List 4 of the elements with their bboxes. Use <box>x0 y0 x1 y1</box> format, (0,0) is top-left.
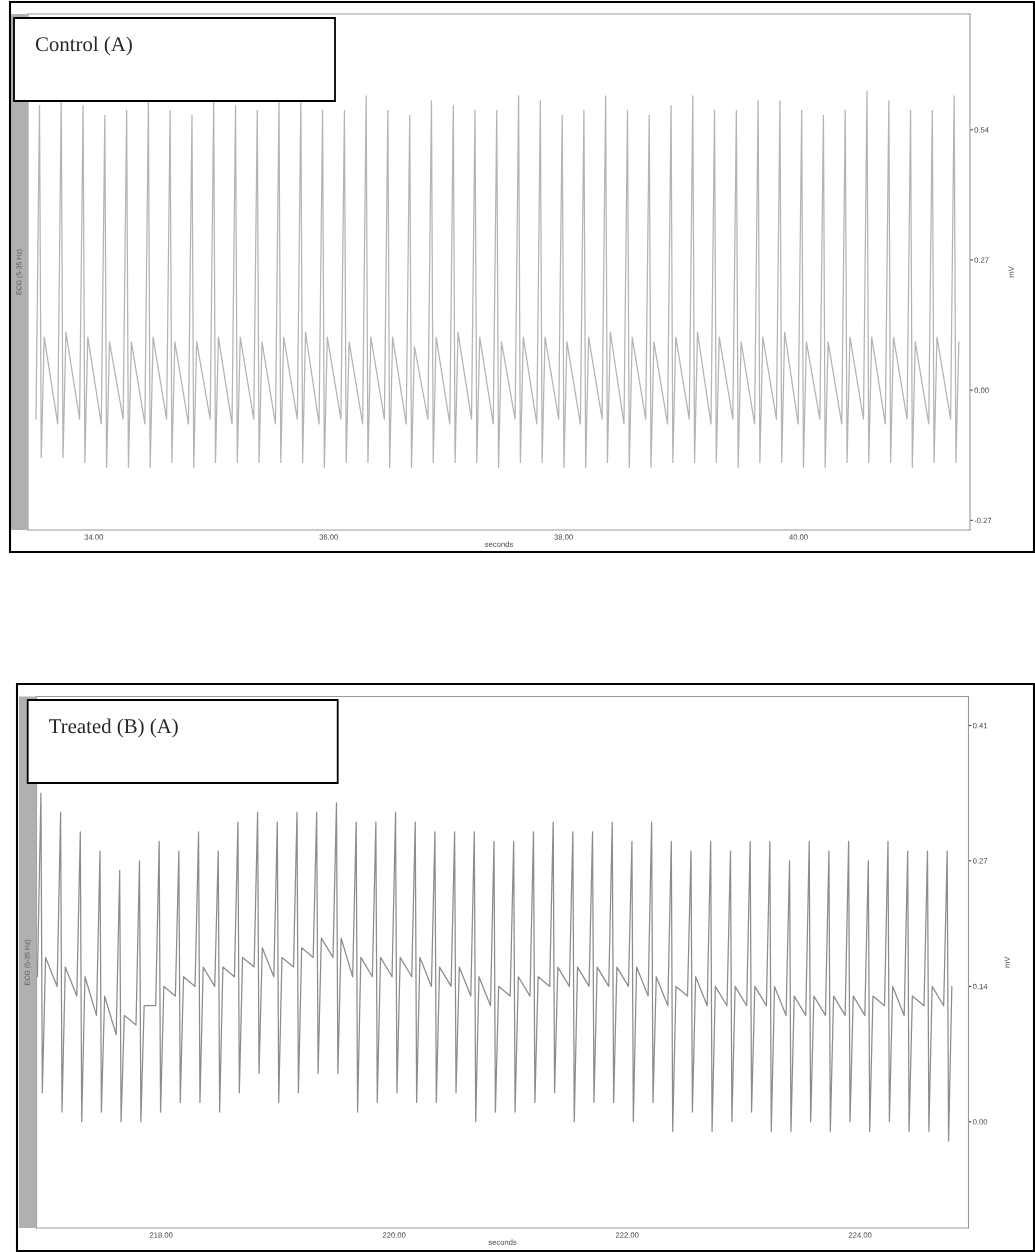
line-series <box>35 90 960 468</box>
text: Control (A) <box>35 36 132 56</box>
text: Treated (B) (A) <box>49 718 178 738</box>
line-series <box>36 792 953 1142</box>
